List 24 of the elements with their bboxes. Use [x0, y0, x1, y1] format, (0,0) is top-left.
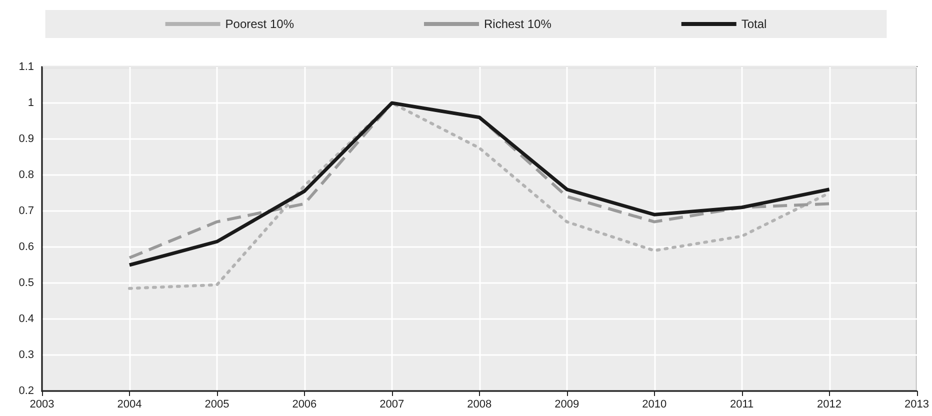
y-tick-label: 0.6 [18, 241, 34, 253]
x-tick-label: 2011 [730, 398, 754, 410]
x-tick-label: 2007 [380, 398, 404, 410]
y-tick-label: 1.1 [18, 61, 34, 73]
y-tick-label: 0.9 [18, 133, 34, 145]
x-tick-label: 2013 [904, 398, 930, 410]
x-tick-label: 2004 [117, 398, 142, 410]
y-tick-label: 0.8 [18, 169, 34, 181]
legend-label: Poorest 10% [225, 17, 294, 31]
y-tick-label: 0.7 [18, 205, 34, 217]
y-tick-label: 0.4 [18, 313, 34, 325]
y-tick-label: 1 [28, 97, 34, 109]
x-tick-label: 2006 [292, 398, 317, 410]
x-tick-label: 2010 [642, 398, 667, 410]
x-tick-label: 2008 [467, 398, 492, 410]
x-tick-label: 2005 [204, 398, 230, 410]
x-tick-label: 2012 [817, 398, 842, 410]
x-tick-label: 2003 [30, 398, 54, 410]
x-tick-label: 2009 [554, 398, 580, 410]
y-tick-label: 0.2 [18, 385, 34, 397]
legend-label: Richest 10% [484, 17, 552, 31]
legend-label: Total [741, 17, 767, 31]
y-tick-label: 0.3 [18, 349, 34, 361]
y-tick-label: 0.5 [18, 277, 34, 289]
